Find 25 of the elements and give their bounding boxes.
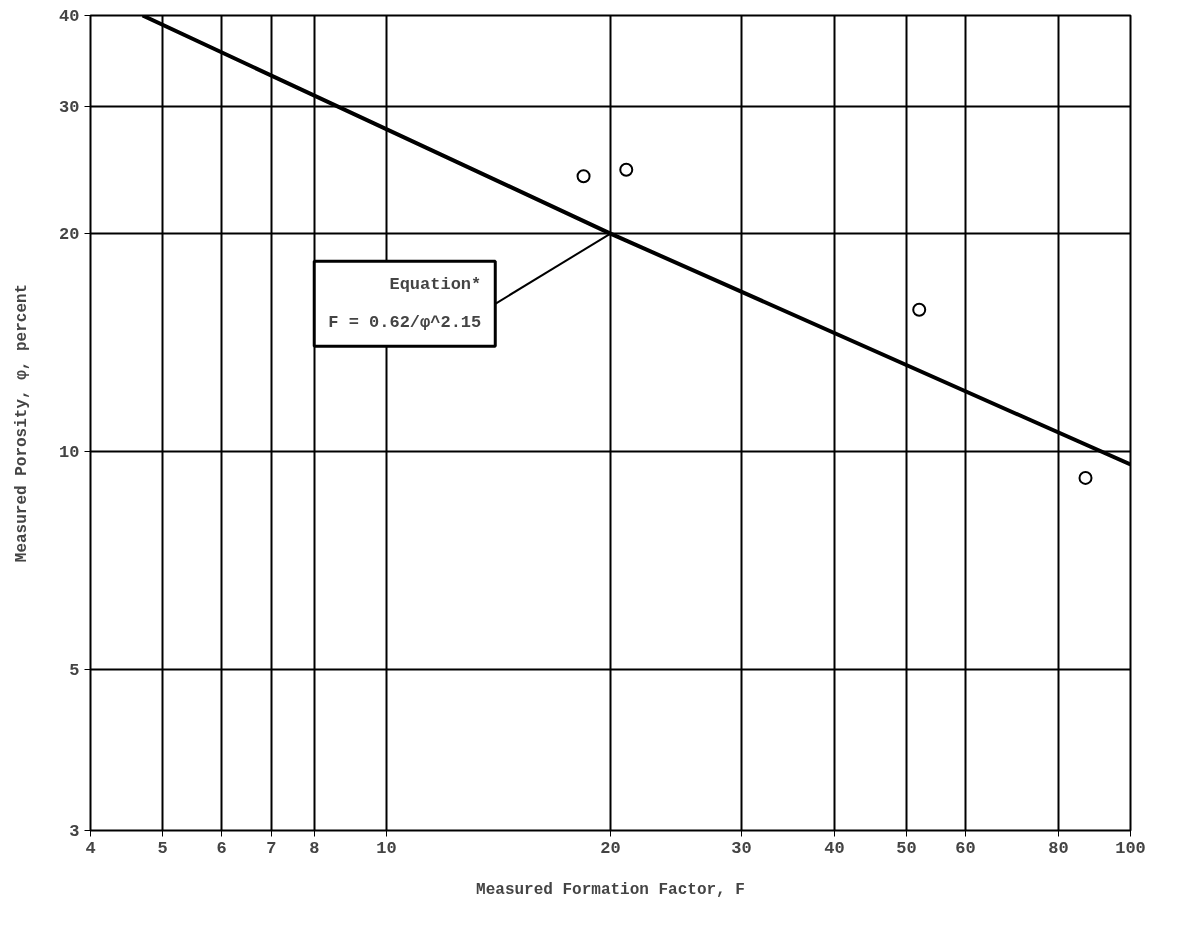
x-tick-label: 5 (157, 838, 168, 858)
y-tick-label: 10 (59, 443, 80, 463)
x-axis-title: Measured Formation Factor, F (476, 880, 745, 899)
x-tick-label: 30 (731, 838, 752, 858)
y-tick-label: 20 (59, 225, 80, 245)
x-tick-label: 50 (896, 838, 917, 858)
point (1078, 470, 1093, 485)
point (912, 302, 927, 317)
x-tick-label: 7 (266, 838, 277, 858)
x-tick-label: 4 (85, 838, 96, 858)
y-axis-title: Measured Porosity, φ, percent (13, 283, 32, 563)
annotation: Equation* F = 0.62/φ^2.15 (328, 275, 482, 333)
y-tick-label: 30 (59, 97, 80, 117)
x-tick-label: 10 (376, 838, 397, 858)
y-tick-label: 40 (59, 7, 80, 26)
x-tick-label: 20 (600, 838, 621, 858)
x-tick-label: 40 (824, 838, 845, 858)
x-tick-label: 80 (1048, 838, 1069, 858)
x-tick-label: 100 (1115, 838, 1146, 858)
y-tick-label: 5 (69, 661, 80, 681)
x-tick-label: 60 (955, 838, 976, 858)
point (576, 169, 591, 184)
x-tick-label: 6 (216, 838, 227, 858)
x-tick-label: 8 (309, 838, 320, 858)
y-tick-label: 3 (69, 822, 80, 841)
